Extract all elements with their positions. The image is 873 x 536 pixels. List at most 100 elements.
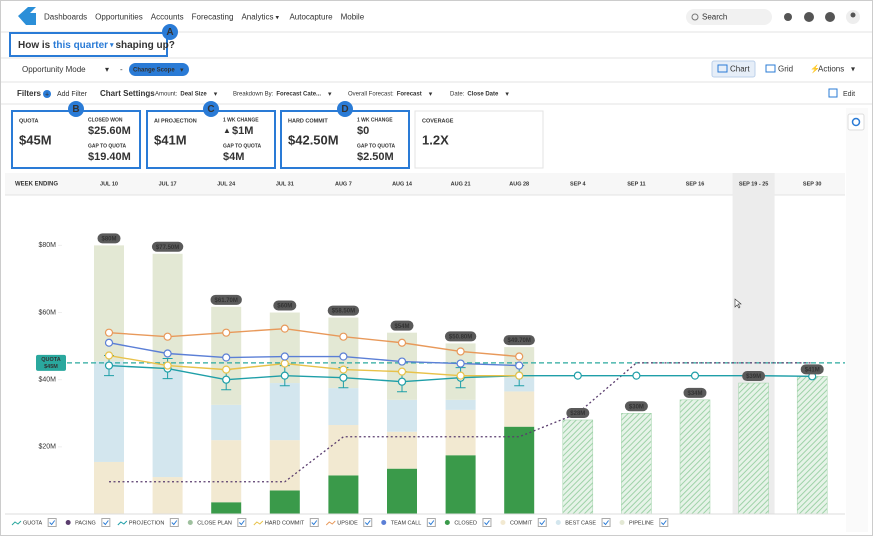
line-point (573, 371, 582, 380)
bar-segment (211, 502, 242, 514)
grid-view-label[interactable]: Grid (778, 65, 793, 74)
x-tick-label: JUL 17 (159, 181, 177, 187)
nav-link[interactable]: Accounts (151, 13, 184, 22)
nav-link[interactable]: Analytics (241, 13, 273, 22)
line-point (690, 371, 700, 380)
total-pill (742, 371, 766, 382)
line-point (456, 347, 465, 356)
add-filter[interactable]: Add Filter (57, 91, 88, 98)
metric-card (11, 110, 141, 169)
legend-dot (500, 520, 506, 525)
line-point (222, 353, 231, 362)
setting-value[interactable]: Close Date (467, 92, 499, 98)
line-point (339, 332, 348, 341)
chart-view-label: Chart (730, 65, 750, 74)
line-point (339, 373, 348, 382)
add-filter-icon[interactable] (43, 90, 51, 98)
nav-link[interactable]: Dashboards (44, 13, 87, 22)
legend-dot (619, 520, 625, 525)
x-tick-label: JUL 31 (276, 181, 294, 187)
nav-link[interactable]: Opportunities (95, 13, 143, 22)
legend-checkbox[interactable] (426, 518, 436, 527)
card-label: HARD COMMIT (288, 118, 328, 124)
total-pill (800, 364, 824, 375)
question-suffix: shaping up? (115, 40, 174, 51)
checkmark (603, 520, 609, 526)
total-label: $58.50M (332, 309, 355, 315)
line-point (397, 338, 407, 347)
legend-checkbox[interactable] (601, 518, 611, 527)
stat-value: $4M (223, 151, 244, 163)
cursor (734, 298, 742, 309)
metric-card (146, 110, 276, 169)
bar-segment (387, 468, 417, 514)
callout-badge (203, 101, 219, 117)
setting-key: Amount: (155, 92, 178, 98)
total-pill (683, 387, 707, 398)
chart-settings-label: Chart Settings (100, 89, 155, 98)
grid-icon (765, 64, 776, 73)
line-point (163, 361, 172, 370)
line-point (104, 361, 114, 370)
bell-icon[interactable] (784, 13, 792, 21)
setting-value[interactable]: Forecast Cate... (276, 92, 321, 98)
legend-checkbox[interactable] (537, 518, 547, 527)
total-label: $39M (746, 374, 761, 380)
legend-checkbox[interactable] (309, 518, 319, 527)
legend-checkbox[interactable] (363, 518, 373, 527)
line-point (397, 367, 407, 376)
legend-label: PROJECTION (129, 520, 164, 526)
x-tick-label: AUG 21 (451, 181, 471, 187)
checkmark (539, 520, 546, 526)
card-label: QUOTA (19, 118, 38, 124)
line-point (515, 371, 524, 380)
total-pill (444, 331, 477, 342)
settings-button[interactable] (847, 113, 865, 131)
legend-checkbox[interactable] (101, 518, 111, 527)
logo[interactable] (18, 7, 36, 25)
bar-segment (211, 440, 242, 503)
help-icon[interactable] (804, 12, 814, 22)
legend-label: CLOSE PLAN (197, 520, 232, 526)
legend-checkbox[interactable] (47, 518, 57, 527)
callout-badge (162, 24, 178, 40)
legend-checkbox[interactable] (659, 518, 669, 527)
dropdown-caret: ▾ (214, 91, 218, 98)
nav-link[interactable]: Autocapture (289, 13, 333, 22)
nav-link[interactable]: Mobile (341, 13, 365, 22)
legend-checkbox[interactable] (237, 518, 247, 527)
edit-icon (828, 88, 838, 98)
legend-dot (187, 520, 193, 525)
setting-key: Overall Forecast: (348, 92, 394, 98)
stat-label: 1 WK CHANGE (223, 117, 259, 123)
line-point (280, 371, 289, 380)
scope-selector[interactable]: this quarter (53, 40, 108, 51)
line-point (163, 349, 172, 358)
lightbulb-icon[interactable] (825, 12, 835, 22)
legend-dot (65, 520, 71, 525)
edit-button[interactable]: Edit (843, 91, 855, 98)
legend-checkbox[interactable] (482, 518, 492, 527)
mode-dropdown[interactable]: Opportunity Mode (22, 65, 86, 74)
series-line (108, 342, 520, 367)
line-point (222, 365, 231, 374)
setting-value[interactable]: Forecast (397, 92, 422, 98)
setting-value[interactable]: Deal Size (180, 92, 207, 98)
question-prefix: How is (18, 40, 51, 51)
nav-link[interactable]: Forecasting (192, 13, 234, 22)
legend-checkbox[interactable] (169, 518, 179, 527)
x-tick-label: AUG 7 (335, 181, 352, 187)
bar-segment (328, 425, 359, 476)
search-box[interactable] (686, 9, 772, 25)
actions-button[interactable]: Actions (818, 65, 844, 74)
highlight-box (9, 32, 168, 57)
y-tick-label: $20M (38, 444, 56, 451)
card-value: $45M (19, 132, 52, 147)
change-scope-button[interactable] (129, 63, 189, 76)
dropdown-caret: ▾ (851, 65, 855, 74)
checkmark (49, 520, 56, 526)
line-point (456, 359, 465, 368)
checkmark (660, 520, 667, 526)
legend-dot (444, 520, 450, 525)
checkmark (238, 520, 245, 526)
